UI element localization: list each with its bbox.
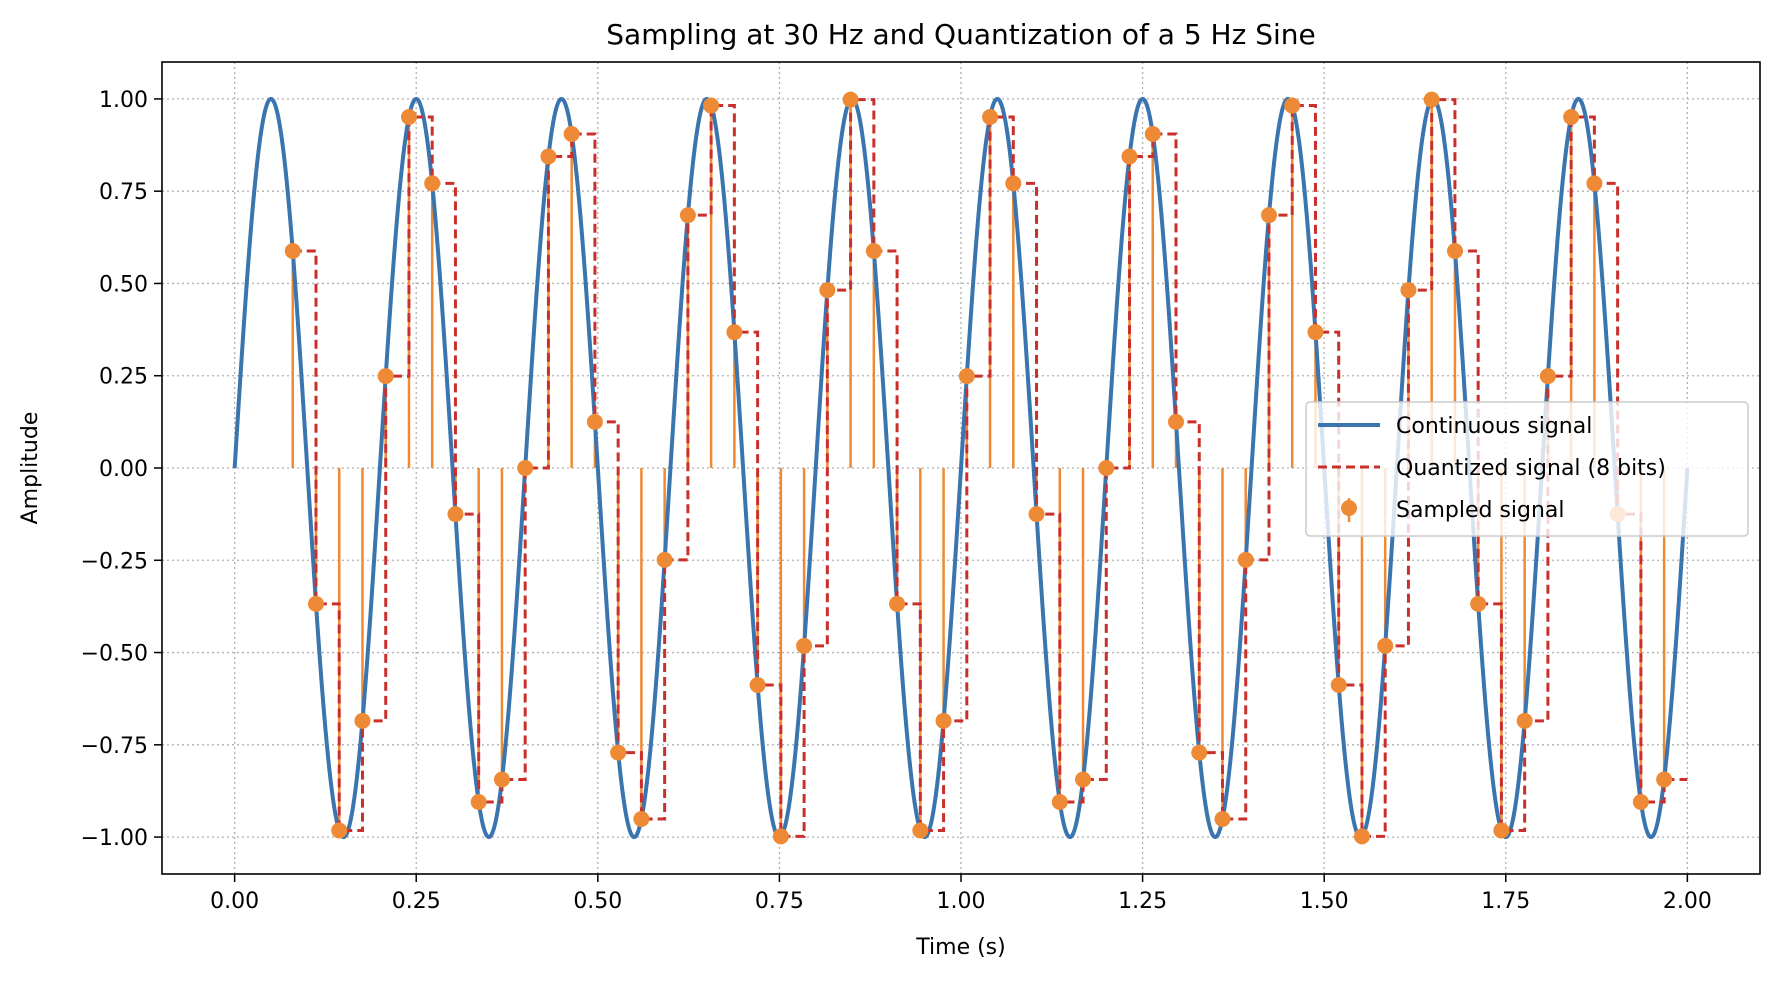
sample-marker: [400, 108, 417, 125]
sample-marker: [517, 460, 534, 476]
sample-marker: [331, 822, 348, 839]
sample-marker: [1330, 677, 1347, 694]
sample-marker: [1005, 175, 1022, 192]
y-tick-label: 0.25: [99, 365, 148, 390]
x-tick-label: 1.00: [937, 889, 986, 914]
sample-marker: [982, 108, 999, 125]
sample-marker: [447, 506, 464, 523]
sample-marker: [493, 771, 510, 788]
sample-marker: [1470, 595, 1487, 612]
y-tick-label: −0.25: [81, 549, 148, 574]
y-axis-label: Amplitude: [18, 412, 43, 525]
sample-marker: [656, 551, 673, 568]
sample-marker: [1121, 148, 1138, 165]
sample-marker: [726, 324, 743, 341]
y-tick-label: 0.75: [99, 180, 148, 205]
x-tick-label: 0.50: [573, 889, 622, 914]
legend-sampled-label: Sampled signal: [1396, 498, 1565, 523]
sample-marker: [1446, 242, 1463, 259]
plot-area: [232, 91, 1690, 845]
sample-marker: [1423, 91, 1440, 108]
sample-marker: [679, 207, 696, 224]
sample-markers: [284, 91, 1673, 845]
sample-marker: [1586, 175, 1603, 192]
sample-marker: [610, 744, 627, 761]
x-tick-label: 0.75: [755, 889, 804, 914]
sample-marker: [307, 595, 324, 612]
sample-marker: [1377, 637, 1394, 654]
sample-marker: [1237, 551, 1254, 568]
sample-marker: [470, 794, 487, 811]
continuous-signal-line: [232, 96, 1690, 840]
sample-marker: [912, 822, 929, 839]
sample-marker: [1144, 125, 1161, 142]
sample-marker: [633, 811, 650, 828]
x-axis: 0.00 0.25 0.50 0.75 1.00 1.25 1.50 1.75 2.00: [210, 874, 1712, 914]
sample-marker: [1563, 108, 1580, 125]
legend-box: [1305, 401, 1749, 537]
sample-marker: [935, 712, 952, 729]
x-tick-label: 0.00: [210, 889, 259, 914]
sample-marker: [540, 148, 557, 165]
y-tick-label: −0.75: [81, 734, 148, 759]
sample-marker: [1493, 822, 1510, 839]
sample-marker: [586, 413, 603, 430]
sample-marker: [354, 712, 371, 729]
sample-marker: [284, 242, 301, 259]
sample-marker: [1191, 744, 1208, 761]
sample-marker: [1400, 282, 1417, 299]
sample-marker: [1353, 828, 1370, 845]
grid: [162, 62, 1760, 874]
sample-marker: [563, 125, 580, 142]
sample-marker: [1307, 324, 1324, 341]
sample-marker: [1260, 207, 1277, 224]
x-axis-label: Time (s): [915, 935, 1005, 960]
sample-marker: [1632, 794, 1649, 811]
sample-marker: [819, 282, 836, 299]
sample-marker: [842, 91, 859, 108]
x-tick-label: 1.50: [1300, 889, 1349, 914]
legend-continuous-label: Continuous signal: [1396, 414, 1592, 439]
sample-marker: [1284, 97, 1301, 114]
y-tick-label: −0.50: [81, 642, 148, 667]
y-tick-label: 0.00: [99, 457, 148, 482]
sample-marker: [1051, 794, 1068, 811]
y-tick-label: 0.50: [99, 272, 148, 297]
sample-marker: [1098, 460, 1115, 476]
sample-marker: [749, 677, 766, 694]
y-axis: −1.00 −0.75 −0.50 −0.25 0.00 0.25 0.50 0.75 1.00: [81, 88, 162, 851]
sample-marker: [424, 175, 441, 192]
sample-marker: [865, 242, 882, 259]
x-tick-label: 1.75: [1481, 889, 1530, 914]
sample-marker: [772, 828, 789, 845]
sample-marker: [1214, 811, 1231, 828]
sample-marker: [1075, 771, 1092, 788]
y-tick-label: −1.00: [81, 826, 148, 851]
chart-title: Sampling at 30 Hz and Quantization of a …: [606, 18, 1315, 51]
legend: Continuous signal Quantized signal (8 bi…: [1305, 401, 1749, 537]
legend-sampled-marker: [1341, 500, 1357, 516]
legend-quantized-label: Quantized signal (8 bits): [1396, 456, 1666, 481]
sample-marker: [703, 97, 720, 114]
x-tick-label: 0.25: [392, 889, 441, 914]
y-tick-label: 1.00: [99, 88, 148, 113]
sample-marker: [1516, 712, 1533, 729]
sample-marker: [889, 595, 906, 612]
sample-marker: [1028, 506, 1045, 523]
x-tick-label: 1.25: [1118, 889, 1167, 914]
sample-marker: [958, 368, 975, 385]
sample-marker: [377, 368, 394, 385]
sample-marker: [1539, 368, 1556, 385]
quantized-signal-line: [292, 98, 1688, 838]
x-tick-label: 2.00: [1663, 889, 1712, 914]
sample-marker: [796, 637, 813, 654]
sample-marker: [1168, 413, 1185, 430]
sample-marker: [1656, 771, 1673, 788]
